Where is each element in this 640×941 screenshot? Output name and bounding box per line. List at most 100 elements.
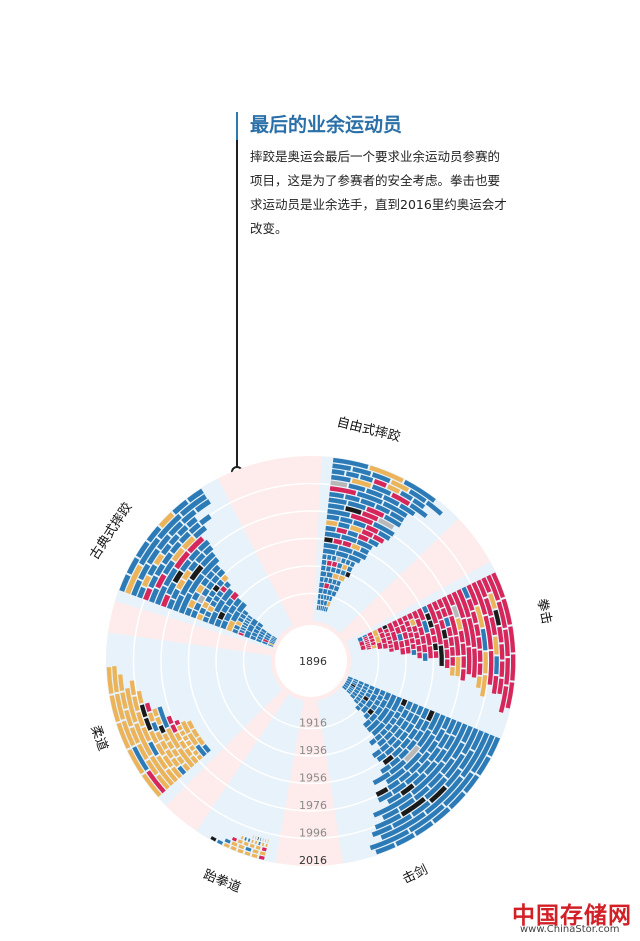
medal-segment [458,630,465,643]
medal-segment [353,688,360,694]
medal-segment [125,687,138,723]
medal-segment [263,638,269,643]
medal-segment [379,742,390,753]
ring-1936 [215,565,407,757]
medal-segment [332,573,339,580]
medal-segment [400,797,426,817]
medal-segment [156,774,170,790]
medal-segment [200,551,216,568]
medal-segment [264,838,267,843]
medal-segment [455,656,461,677]
medal-segment [461,656,466,668]
medal-segment [146,526,162,543]
medal-segment [424,761,438,776]
medal-segment [162,733,170,742]
medal-segment [244,619,250,625]
medal-segment [480,675,488,697]
medal-segment [211,575,220,584]
medal-segment [391,782,407,795]
medal-segment [126,557,140,575]
medal-segment [446,593,456,606]
medal-segment [256,638,262,643]
medal-segment [266,632,272,637]
medal-segment [121,720,136,747]
medal-segment [228,604,237,615]
medal-segment [134,722,153,757]
year-label-1996: 1996 [299,827,327,840]
sport-label-judo: 柔道 [87,724,110,754]
medal-segment [488,593,497,610]
medal-segment [377,737,387,747]
medal-segment [163,567,178,587]
medal-segment [338,575,346,582]
medal-segment [264,636,270,641]
medal-segment [355,696,362,702]
medal-segment [359,640,365,647]
medal-segment [230,845,237,851]
medal-segment [257,836,259,841]
medal-segment [371,749,382,759]
medal-segment [362,634,367,638]
medal-segment [374,733,383,742]
medal-segment [170,724,178,733]
medal-segment [323,542,339,550]
medal-segment [414,718,425,730]
medal-segment [136,690,144,704]
medal-segment [363,712,371,720]
medal-segment [211,564,221,574]
medal-segment [412,610,419,620]
medal-segment [395,832,416,847]
medal-segment [497,678,504,695]
medal-segment [247,624,255,633]
medal-segment [352,680,358,684]
medal-segment [177,525,189,537]
medal-segment [244,851,251,856]
medal-segment [499,661,505,677]
medal-segment [441,716,452,730]
medal-segment [149,587,160,603]
medal-segment [241,624,248,629]
medal-segment [240,627,246,632]
medal-segment [411,649,417,655]
medal-segment [174,732,183,742]
medal-segment [496,601,508,629]
medal-segment [434,623,443,645]
medal-segment [382,710,395,725]
medal-segment [153,553,165,566]
medal-segment [149,755,174,786]
medal-segment [187,488,204,503]
medal-segment [375,842,396,855]
medal-segment [387,792,402,805]
medal-segment [271,637,277,641]
medal-segment [471,648,477,678]
medal-segment [387,622,395,633]
medal-segment [425,500,443,516]
medal-segment [356,539,373,551]
medal-segment [373,478,387,488]
medal-segment [268,642,274,646]
medal-segment [491,572,506,599]
medal-segment [201,588,210,597]
medal-segment [327,589,333,596]
medal-segment [233,624,241,630]
medal-segment [467,618,477,648]
medal-segment [243,841,249,847]
medal-segment [155,731,164,741]
medal-segment [225,597,234,607]
medal-segment [466,584,479,606]
medal-segment [321,559,327,565]
medal-segment [409,761,422,774]
medal-segment [365,641,370,645]
medal-segment [451,605,460,618]
medal-segment [331,555,337,561]
medal-segment [491,675,499,694]
medal-segment [324,583,330,589]
medal-segment [436,598,445,609]
medal-segment [347,676,353,680]
medal-segment [197,539,211,552]
medal-segment [357,702,364,708]
medal-segment [269,641,275,645]
medal-segment [399,503,416,517]
medal-segment [475,606,485,628]
medal-segment [237,839,243,844]
